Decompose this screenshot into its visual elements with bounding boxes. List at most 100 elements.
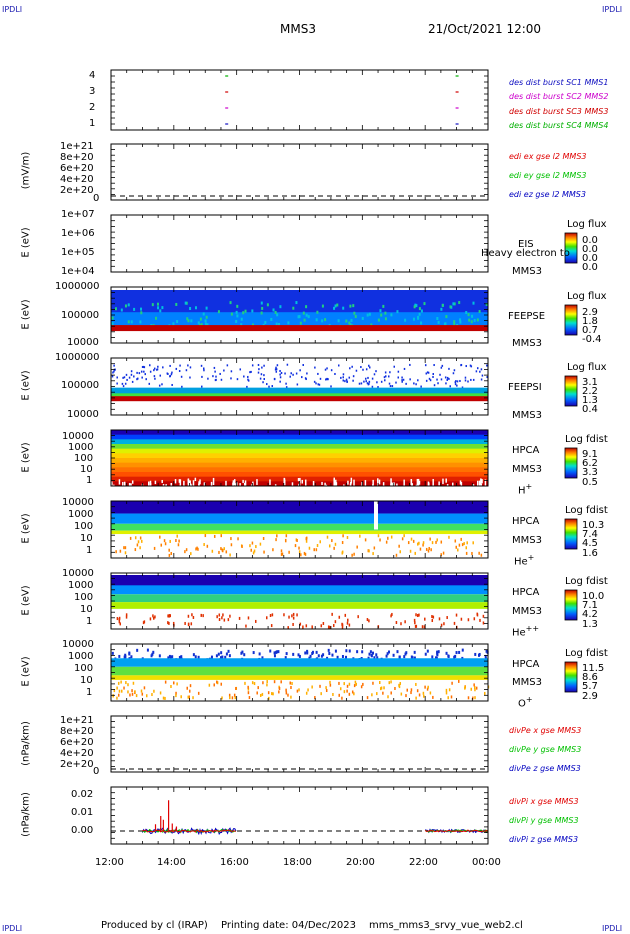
p4-ytick: 1000000 xyxy=(55,281,100,292)
p4-spectrogram-speckle xyxy=(390,313,393,317)
p4-spectrogram-speckle xyxy=(278,322,281,326)
p9-spectrogram-speckle xyxy=(171,655,174,659)
p7-spectrogram-speckle xyxy=(263,550,265,554)
p4-spectrogram-speckle xyxy=(324,318,327,322)
p8-spectrogram-speckle xyxy=(288,615,290,619)
p9-spectrogram-speckle xyxy=(390,691,392,695)
p9-spectrogram-speckle xyxy=(447,654,450,658)
p5-spectrogram-speckle xyxy=(203,369,205,372)
p7-spectrogram-speckle xyxy=(262,537,265,541)
p5-spectrogram-speckle xyxy=(448,377,450,380)
p9-spectrogram-speckle xyxy=(210,655,213,659)
p5-spectrogram-speckle xyxy=(219,372,221,375)
p7-spectrogram-speckle xyxy=(364,538,367,542)
p9-spectrogram-speckle xyxy=(398,655,401,659)
p7-spectrogram-speckle xyxy=(435,540,437,544)
p5-spectrogram-speckle xyxy=(415,383,417,386)
p5-spectrogram-speckle xyxy=(143,366,146,369)
p6-spectrogram-speckle xyxy=(382,482,385,487)
p8-spectrogram-speckle xyxy=(218,613,221,617)
p5-spectrogram-speckle xyxy=(145,378,147,381)
p8-spectrogram-speckle xyxy=(331,612,333,616)
p5-spectrogram-speckle xyxy=(214,370,216,373)
p6-spectrogram-speckle xyxy=(372,479,374,487)
p2-ytick: 1e+21 xyxy=(60,141,94,152)
p3-frame xyxy=(110,214,489,273)
p4-spectrogram-speckle xyxy=(436,317,439,321)
p11-trace-x xyxy=(424,829,488,833)
p5-spectrogram-speckle xyxy=(388,382,391,385)
p9-spectrogram-speckle xyxy=(241,650,244,654)
p9-spectrogram-speckle xyxy=(208,683,211,687)
p9-spectrogram-speckle xyxy=(118,654,121,658)
p9-spectrogram-speckle xyxy=(311,685,313,689)
p5-spectrogram-speckle xyxy=(148,382,151,385)
p7-spectrogram-speckle xyxy=(229,553,231,557)
p5-spectrogram-speckle xyxy=(175,367,178,370)
p7-spectrogram-speckle xyxy=(379,538,381,542)
p7-ytick: 1000 xyxy=(68,509,94,520)
p7-spectrogram-speckle xyxy=(298,550,301,554)
p5-spectrogram-speckle xyxy=(342,379,345,382)
p9-spacecraft: MMS3 xyxy=(512,677,542,688)
p2-legend-y: edi ey gse l2 MMS3 xyxy=(509,171,587,180)
p9-spectrogram-speckle xyxy=(328,652,331,656)
p4-spectrogram-speckle xyxy=(336,303,339,307)
p7-spectrogram-speckle xyxy=(204,534,207,538)
p6-spectrogram-speckle xyxy=(390,483,392,491)
p9-spectrogram-speckle xyxy=(309,654,312,658)
p7-spectrogram-speckle xyxy=(331,539,333,543)
p5-spacecraft: MMS3 xyxy=(512,410,542,421)
p6-spectrogram-speckle xyxy=(304,479,307,486)
p4-spectrogram-speckle xyxy=(189,307,192,311)
p5-spectrogram-speckle xyxy=(279,380,281,383)
xaxis-tick: 22:00 xyxy=(409,857,438,868)
p9-spectrogram-speckle xyxy=(338,681,340,685)
p5-spectrogram-speckle xyxy=(373,373,376,376)
p6-spectrogram-speckle xyxy=(199,479,201,485)
p3-colorbar-value: 0.0 xyxy=(582,262,598,273)
p5-spectrogram-speckle xyxy=(268,385,270,388)
p8-spectrogram-speckle xyxy=(167,614,169,618)
p10-ylabel: (nPa/km) xyxy=(20,721,32,766)
p8-spectrogram-speckle xyxy=(169,614,172,618)
p5-spectrogram-speckle xyxy=(276,364,279,367)
p6-spectrogram-speckle xyxy=(364,480,367,488)
p6-spectrogram-speckle xyxy=(297,478,300,482)
p9-spectrogram-speckle xyxy=(314,696,316,700)
p5-spectrogram-speckle xyxy=(201,375,203,378)
p6-spectrogram-speckle xyxy=(194,477,197,482)
p4-spectrogram-speckle xyxy=(111,322,114,326)
p5-spectrogram-speckle xyxy=(230,377,232,380)
p5-spectrogram-speckle xyxy=(124,382,127,385)
p4-ytick: 100000 xyxy=(61,310,100,321)
p8-spectrogram-speckle xyxy=(292,612,295,616)
p9-spectrogram-speckle xyxy=(213,683,215,687)
p9-spectrogram-speckle xyxy=(399,681,402,685)
p5-spectrogram-speckle xyxy=(260,373,263,376)
p7-spectrogram-band xyxy=(111,513,488,524)
p9-spectrogram-speckle xyxy=(285,691,288,695)
p5-spectrogram-speckle xyxy=(395,381,397,384)
p5-spectrogram-speckle xyxy=(456,380,459,383)
p6-spectrogram-speckle xyxy=(118,479,121,485)
p5-spectrogram-speckle xyxy=(459,379,461,382)
p5-spectrogram-speckle xyxy=(325,378,327,381)
p8-spectrogram-speckle xyxy=(443,622,445,626)
p5-spectrogram-speckle xyxy=(456,384,458,387)
p9-spectrogram-speckle xyxy=(448,688,451,692)
p5-spectrogram-speckle xyxy=(262,381,264,384)
p9-spectrogram-speckle xyxy=(188,689,191,693)
p5-spectrogram-speckle xyxy=(167,372,169,375)
p9-spectrogram-speckle xyxy=(423,694,425,698)
p4-spectrogram-speckle xyxy=(445,315,448,319)
p5-spectrogram-speckle xyxy=(266,383,268,386)
p6-spectrogram-speckle xyxy=(343,484,345,492)
p9-spectrogram-speckle xyxy=(175,694,177,698)
p6-colorbar xyxy=(564,447,578,479)
p4-spectrogram-speckle xyxy=(471,314,474,318)
p11-ytick: 0.02 xyxy=(71,789,94,800)
p9-spectrogram-speckle xyxy=(125,681,127,685)
p5-spectrogram-speckle xyxy=(247,375,249,378)
p8-spectrogram-speckle xyxy=(453,621,456,625)
